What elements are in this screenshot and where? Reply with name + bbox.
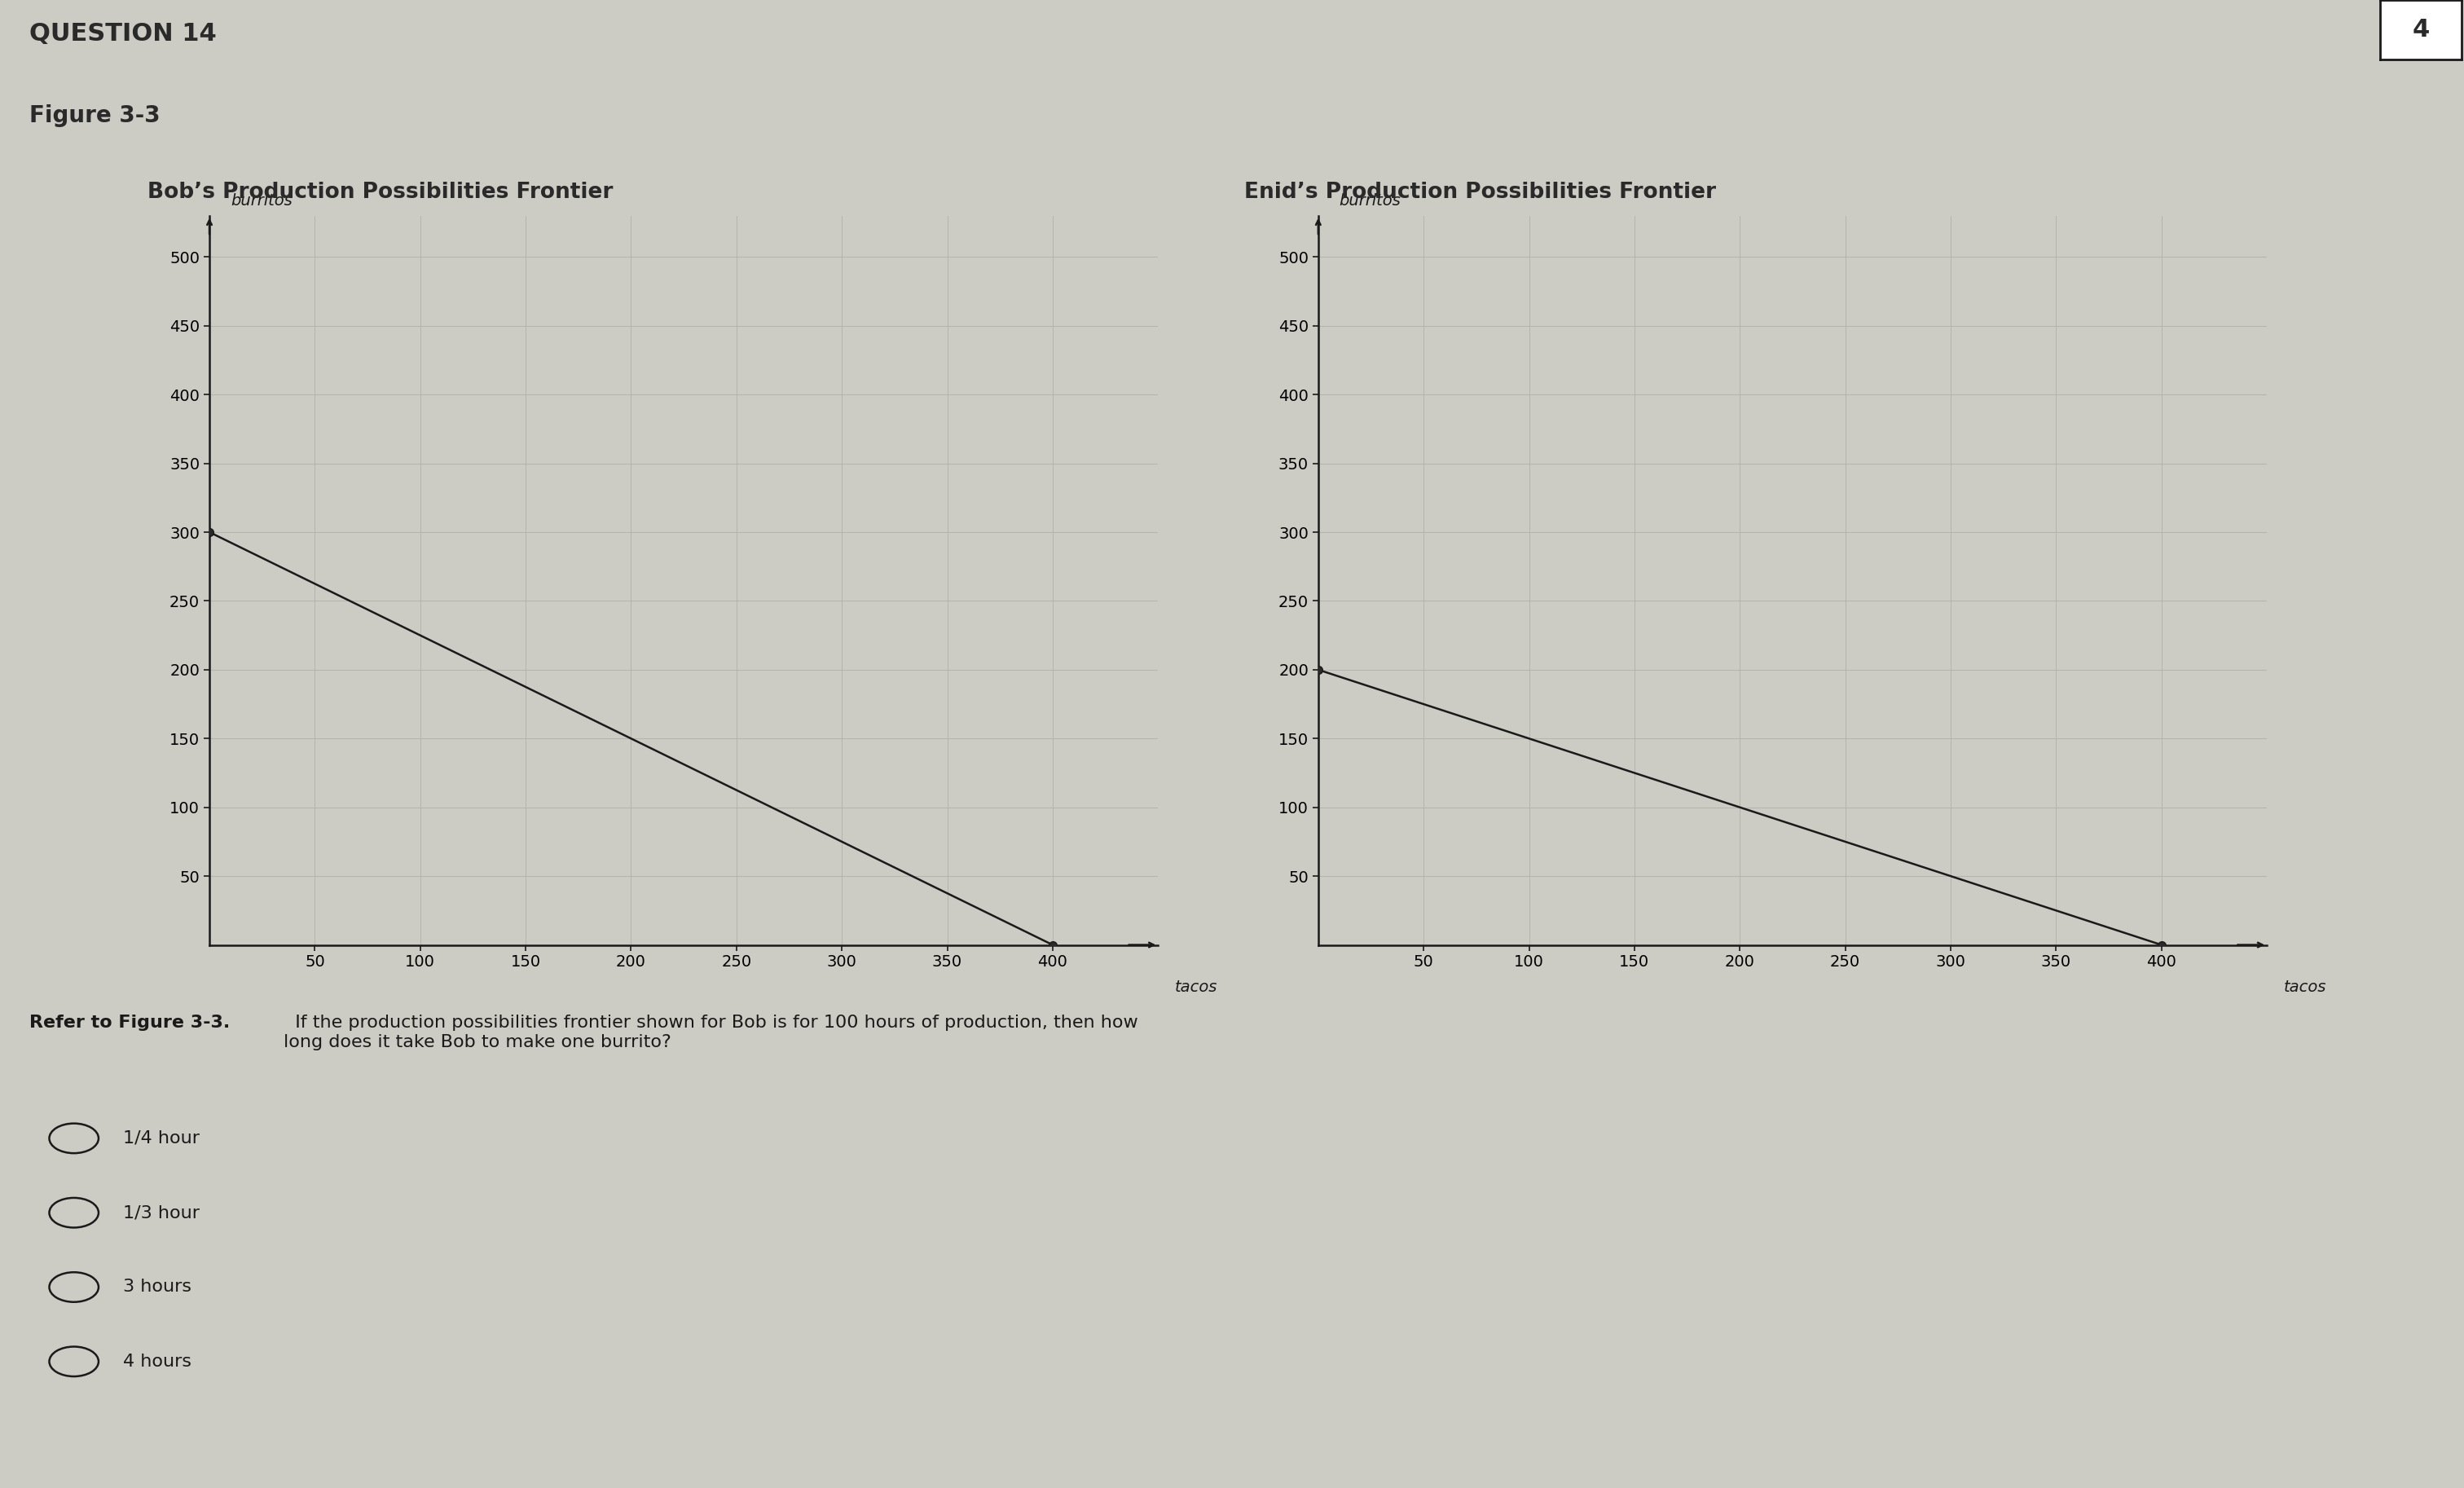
- Text: tacos: tacos: [1175, 979, 1217, 995]
- Text: 1/4 hour: 1/4 hour: [123, 1131, 200, 1146]
- Text: If the production possibilities frontier shown for Bob is for 100 hours of produ: If the production possibilities frontier…: [283, 1015, 1138, 1051]
- Text: 3 hours: 3 hours: [123, 1280, 192, 1295]
- Text: Bob’s Production Possibilities Frontier: Bob’s Production Possibilities Frontier: [148, 182, 614, 202]
- Text: burritos: burritos: [1340, 193, 1402, 208]
- Text: Enid’s Production Possibilities Frontier: Enid’s Production Possibilities Frontier: [1244, 182, 1715, 202]
- Text: 4: 4: [2412, 18, 2430, 42]
- Text: 4 hours: 4 hours: [123, 1354, 192, 1369]
- Text: burritos: burritos: [232, 193, 293, 208]
- Text: 1/3 hour: 1/3 hour: [123, 1205, 200, 1220]
- Text: Figure 3-3: Figure 3-3: [30, 104, 160, 126]
- Text: Refer to Figure 3-3.: Refer to Figure 3-3.: [30, 1015, 229, 1031]
- Text: tacos: tacos: [2284, 979, 2326, 995]
- Text: QUESTION 14: QUESTION 14: [30, 22, 217, 46]
